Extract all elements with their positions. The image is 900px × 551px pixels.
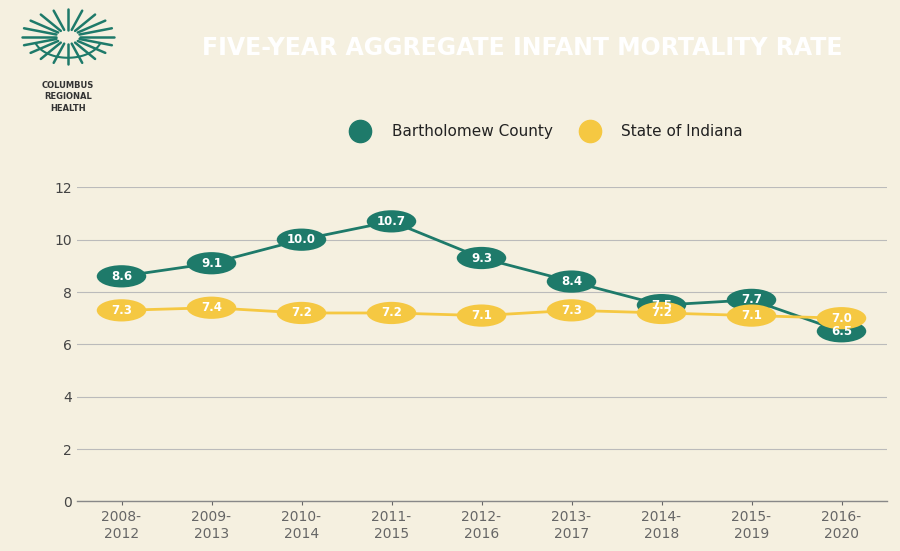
Ellipse shape (727, 305, 776, 327)
Text: 7.0: 7.0 (831, 312, 852, 325)
Text: 9.1: 9.1 (201, 257, 222, 270)
Ellipse shape (367, 302, 416, 324)
Text: 7.2: 7.2 (651, 306, 672, 320)
Text: 7.5: 7.5 (651, 299, 672, 312)
Ellipse shape (456, 247, 506, 269)
Ellipse shape (277, 229, 326, 251)
Text: 7.1: 7.1 (471, 309, 492, 322)
Ellipse shape (727, 289, 776, 311)
Ellipse shape (367, 210, 416, 233)
Text: 7.7: 7.7 (741, 293, 762, 306)
Text: 9.3: 9.3 (471, 251, 492, 264)
Text: 7.2: 7.2 (381, 306, 402, 320)
Text: 7.3: 7.3 (111, 304, 132, 317)
Text: 8.6: 8.6 (111, 270, 132, 283)
Ellipse shape (637, 294, 686, 316)
Ellipse shape (547, 299, 596, 321)
Text: 7.3: 7.3 (561, 304, 582, 317)
Ellipse shape (817, 307, 866, 329)
Text: 7.2: 7.2 (291, 306, 312, 320)
Text: 7.1: 7.1 (741, 309, 762, 322)
Ellipse shape (97, 299, 146, 321)
Text: 8.4: 8.4 (561, 275, 582, 288)
Text: 6.5: 6.5 (831, 325, 852, 338)
Text: Bartholomew County: Bartholomew County (392, 124, 553, 139)
Text: FIVE-YEAR AGGREGATE INFANT MORTALITY RATE: FIVE-YEAR AGGREGATE INFANT MORTALITY RAT… (202, 36, 842, 60)
Text: 7.4: 7.4 (201, 301, 222, 314)
Ellipse shape (547, 271, 596, 293)
Text: COLUMBUS
REGIONAL
HEALTH: COLUMBUS REGIONAL HEALTH (41, 82, 94, 112)
Ellipse shape (187, 252, 236, 274)
Ellipse shape (456, 305, 506, 327)
Ellipse shape (277, 302, 326, 324)
Text: 10.0: 10.0 (287, 233, 316, 246)
Ellipse shape (97, 265, 146, 288)
Ellipse shape (817, 320, 866, 342)
Text: 10.7: 10.7 (377, 215, 406, 228)
Ellipse shape (187, 296, 236, 319)
Text: State of Indiana: State of Indiana (621, 124, 742, 139)
Ellipse shape (637, 302, 686, 324)
